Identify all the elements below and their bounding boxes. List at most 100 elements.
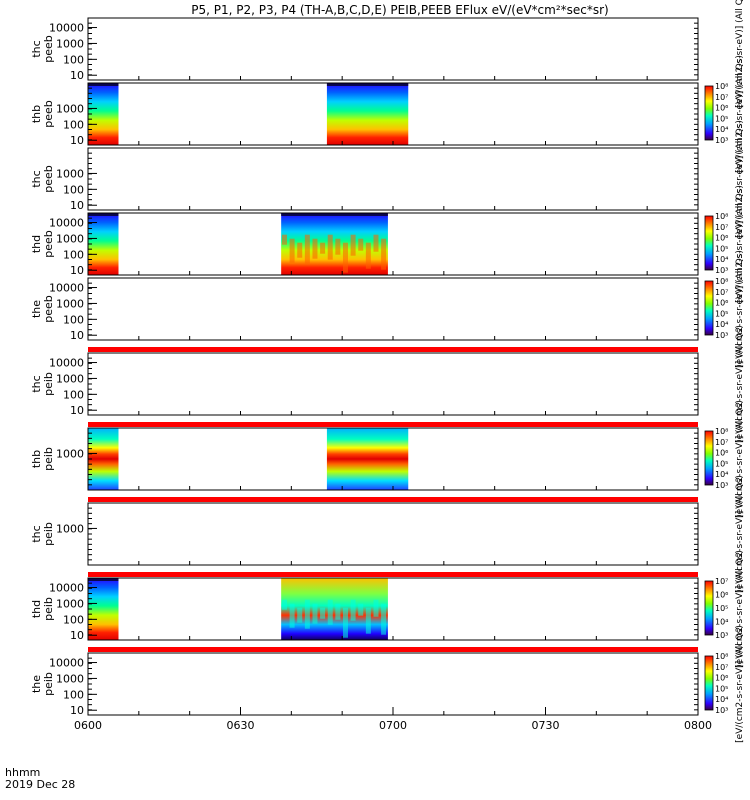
colorbar-label: [eV/(cm2-s-sr-eV)] (All Qs): [735, 0, 745, 108]
panels-group: 10 100 1000 10000 thcpeeb [eV/(cm2-s-sr-eV)] …: [30, 0, 745, 743]
panel-the-peeb: 10100100010000thepeeb10³10⁴10⁵10⁶10⁷10⁸[…: [30, 250, 745, 368]
panel-thd-peib: 10 100 1000 10000 thdpeib 10³ 10⁴ 10⁵ 10⁶ 10⁷ [eV/…: [30, 550, 745, 668]
spectrogram-texture: [365, 242, 371, 269]
spectrogram-texture: [297, 242, 303, 258]
x-tick-label: 0800: [684, 719, 712, 732]
spectrogram-top-edge: [88, 83, 119, 86]
y-tick-label: 10: [70, 329, 84, 342]
colorbar-tick-label: 10⁵: [715, 309, 728, 318]
y-tick-label: 10: [70, 134, 84, 147]
x-tick-label: 0630: [227, 719, 255, 732]
y-tick-label: 10000: [49, 582, 84, 595]
y-tick-label: 100: [63, 118, 84, 131]
colorbar: [704, 85, 714, 141]
y-tick-label: 10000: [49, 357, 84, 370]
colorbar-label: [eV/(cm2-s-sr-eV)] (All Qs): [735, 550, 745, 668]
colorbar-tick-label: 10³: [715, 481, 728, 490]
y-tick-label: 1000: [56, 102, 84, 115]
panel-label: thbpeib: [30, 447, 55, 471]
colorbar-label: [eV/(cm2-s-sr-eV)] (All Qs): [735, 475, 745, 593]
spectrogram-texture: [373, 599, 379, 617]
y-tick-label: 100: [63, 53, 84, 66]
colorbar-tick-label: 10³: [715, 331, 728, 340]
y-tick-label: 1000: [56, 447, 84, 460]
colorbar: [704, 655, 714, 711]
spectrogram-texture: [373, 234, 379, 252]
spectrogram-block: [281, 213, 388, 275]
colorbar-tick-label: 10⁶: [715, 674, 728, 683]
panel-frame: [87, 652, 699, 716]
colorbar-tick-label: 10⁶: [715, 299, 728, 308]
colorbar-tick-label: 10⁷: [715, 577, 728, 586]
spectrogram-block: [88, 83, 119, 145]
spectrogram-texture: [342, 242, 348, 273]
y-tick-label: 10: [70, 404, 84, 417]
colorbar-tick-label: 10⁴: [715, 695, 728, 704]
spectrogram-top-edge: [88, 578, 119, 581]
y-tick-label: 10: [70, 704, 84, 717]
colorbar-tick-label: 10⁸: [715, 277, 728, 286]
panel-frame: [87, 577, 699, 641]
colorbar-tick-label: 10⁴: [715, 320, 728, 329]
panel-label: thcpeib: [30, 372, 55, 396]
y-tick-label: 100: [63, 688, 84, 701]
y-tick-label: 1000: [56, 372, 84, 385]
spectrogram-texture: [297, 607, 303, 623]
spectrogram-top-edge: [281, 213, 388, 216]
spectrogram-block: [88, 213, 119, 275]
y-tick-label: 100: [63, 388, 84, 401]
spectrogram-block: [88, 428, 119, 490]
time-axis-label: hhmm: [5, 766, 40, 779]
spectrogram-block: [326, 428, 409, 490]
spectrogram-texture: [320, 607, 326, 619]
spectrogram-texture: [320, 242, 326, 254]
colorbar-tick-label: 10⁷: [715, 438, 728, 447]
spectrogram-texture: [335, 238, 341, 255]
y-tick-label: 100: [63, 248, 84, 261]
spectrogram-texture: [335, 603, 341, 620]
colorbar-label: [eV/(cm2-s-sr-eV)] (All Qs): [735, 400, 745, 518]
colorbar-tick-label: 10⁴: [715, 470, 728, 479]
colorbar-tick-label: 10⁷: [715, 288, 728, 297]
spectrogram-texture: [358, 238, 364, 251]
panel-label: thcpeib: [30, 522, 55, 546]
panel-frame: [87, 502, 699, 566]
date-label: 2019 Dec 28: [5, 778, 75, 791]
colorbar-label: [eV/(cm2-s-sr-eV)] (All Qs): [735, 120, 745, 238]
red-separator-band-0: [88, 347, 698, 352]
y-tick-label: 1000: [56, 297, 84, 310]
colorbar-label: [eV/(cm2-s-sr-eV)] (All Qs): [735, 55, 745, 173]
colorbar-tick-label: 10³: [715, 136, 728, 145]
colorbar-tick-label: 10³: [715, 631, 728, 640]
panel-label: thepeib: [30, 672, 55, 696]
colorbar-tick-label: 10³: [715, 706, 728, 715]
spectrogram-top-edge: [326, 83, 409, 86]
y-tick-label: 1000: [56, 597, 84, 610]
colorbar-label: [eV/(cm2-s-sr-eV)] (All Qs): [735, 250, 745, 368]
figure-title: P5, P1, P2, P3, P4 (TH-A,B,C,D,E) PEIB,P…: [191, 3, 608, 17]
spectrogram-texture: [327, 234, 333, 260]
colorbar-tick-label: 10⁵: [715, 459, 728, 468]
spectrogram-block: [326, 83, 409, 145]
y-tick-label: 10000: [49, 217, 84, 230]
y-tick-label: 1000: [56, 522, 84, 535]
y-tick-label: 100: [63, 313, 84, 326]
panel-label: thcpeeb: [30, 165, 55, 193]
y-tick-label: 1000: [56, 232, 84, 245]
y-tick-label: 10: [70, 69, 84, 82]
red-separator-band-4: [88, 647, 698, 652]
colorbar-tick-label: 10⁵: [715, 244, 728, 253]
spectrogram-texture: [304, 599, 310, 629]
y-tick-label: 10: [70, 199, 84, 212]
spectrogram-texture: [350, 234, 356, 256]
panel-label: thbpeeb: [30, 100, 55, 128]
y-tick-label: 10: [70, 264, 84, 277]
y-tick-label: 10000: [49, 657, 84, 670]
red-separator-band-1: [88, 422, 698, 427]
y-tick-label: 10000: [49, 282, 84, 295]
colorbar-tick-label: 10⁶: [715, 104, 728, 113]
colorbar-tick-label: 10⁵: [715, 684, 728, 693]
